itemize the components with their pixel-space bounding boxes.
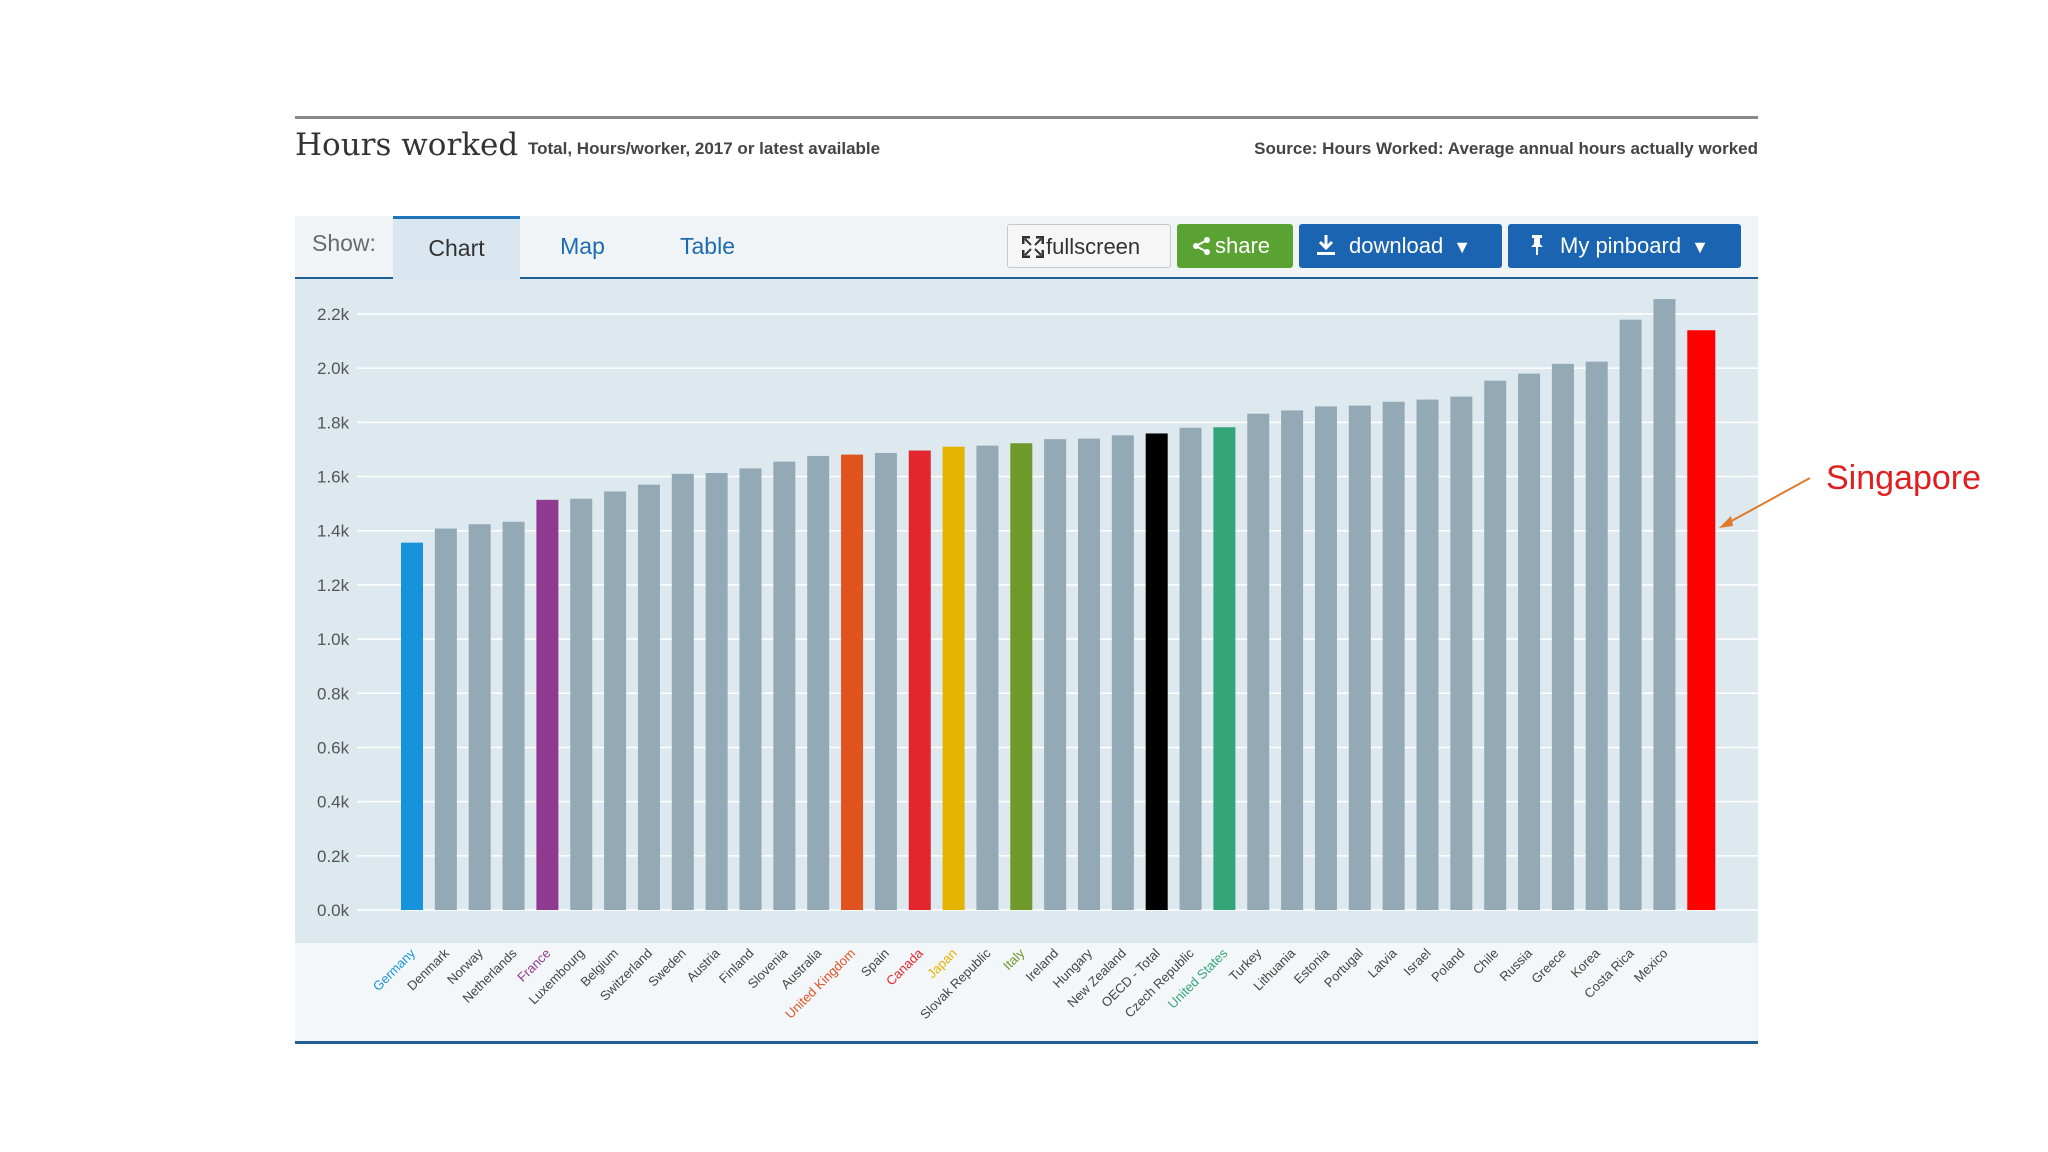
bars [401,299,1716,911]
bar-united-kingdom[interactable] [841,454,864,910]
bar-mexico[interactable] [1653,299,1676,911]
fullscreen-label: fullscreen [1046,234,1141,259]
bar-slovenia[interactable] [773,461,796,910]
download-label: download [1349,233,1444,258]
bar-costa-rica[interactable] [1619,319,1642,910]
pinboard-button[interactable]: My pinboard ▼ [1508,224,1741,268]
bar-finland[interactable] [739,468,762,910]
bar-czech-republic[interactable] [1179,427,1202,910]
share-icon [1191,224,1213,268]
bar-australia[interactable] [807,455,830,910]
bar-belgium[interactable] [604,491,627,910]
bar-united-states[interactable] [1213,427,1236,910]
pinboard-label: My pinboard [1560,233,1682,258]
bar-lithuania[interactable] [1281,410,1304,910]
bar-korea[interactable] [1585,361,1608,910]
y-tick-label: 1.2k [317,576,350,595]
bar-chart: 0.0k 0.2k 0.4k 0.6k 0.8k 1.0k 1.2k 1.4k 1.6k 1.8k… [295,279,1758,1041]
y-tick-label: 1.8k [317,413,350,432]
y-tick-label: 2.2k [317,305,350,324]
top-divider [295,116,1758,119]
tab-map[interactable]: Map [560,233,605,259]
bar-chile[interactable] [1484,380,1507,910]
bar-austria[interactable] [705,473,728,910]
bar-norway[interactable] [468,524,491,910]
y-tick-label: 0.0k [317,901,350,920]
bar-poland[interactable] [1450,396,1473,910]
chart-source: Source: Hours Worked: Average annual hou… [1254,139,1758,158]
bar-singapore[interactable] [1687,330,1716,911]
bar-oecd-total[interactable] [1145,433,1168,910]
expand-icon [1021,225,1045,269]
chart-widget: Hours worked Total, Hours/worker, 2017 o… [295,116,1758,1045]
share-label: share [1215,233,1271,258]
bar-hungary[interactable] [1078,438,1100,910]
bar-portugal[interactable] [1348,405,1371,910]
annotation-label: Singapore [1826,459,1982,497]
bar-new-zealand[interactable] [1111,435,1134,910]
tab-table[interactable]: Table [680,233,735,259]
bar-ireland[interactable] [1044,439,1067,910]
bar-slovak-republic[interactable] [976,445,999,910]
bar-japan[interactable] [942,446,965,910]
y-tick-label: 0.2k [317,847,350,866]
bar-germany[interactable] [401,542,423,910]
show-label: Show: [312,230,376,256]
y-tick-label: 0.4k [317,793,350,812]
chart-toolbar: Show: Chart Map Table fullscreen share [295,216,1758,279]
bar-italy[interactable] [1010,443,1033,910]
chart-subtitle: Total, Hours/worker, 2017 or latest avai… [528,139,881,158]
bar-turkey[interactable] [1247,413,1270,910]
chart-title: Hours worked [295,127,519,163]
bar-estonia[interactable] [1314,406,1337,910]
download-button[interactable]: download ▼ [1299,224,1502,268]
bar-canada[interactable] [908,450,931,910]
fullscreen-button[interactable]: fullscreen [1007,224,1171,268]
y-axis: 0.0k 0.2k 0.4k 0.6k 0.8k 1.0k 1.2k 1.4k 1.6k 1.8k… [317,305,350,920]
caret-down-icon: ▼ [1453,237,1472,257]
bar-denmark[interactable] [434,528,457,910]
label-background [295,943,1758,1041]
y-tick-label: 0.8k [317,684,350,703]
y-tick-label: 1.6k [317,468,350,487]
share-button[interactable]: share [1177,224,1293,268]
bar-luxembourg[interactable] [570,498,593,910]
bar-spain[interactable] [874,452,897,910]
bar-greece[interactable] [1551,363,1574,910]
y-tick-label: 1.4k [317,522,350,541]
bar-france[interactable] [536,499,559,910]
y-tick-label: 2.0k [317,359,350,378]
bar-sweden[interactable] [671,473,694,910]
download-icon [1315,224,1337,268]
bottom-divider [295,1041,1758,1044]
y-tick-label: 0.6k [317,738,350,757]
bar-russia[interactable] [1518,373,1541,911]
caret-down-icon: ▼ [1691,237,1709,257]
bar-israel[interactable] [1416,399,1439,910]
pin-icon [1526,224,1548,268]
bar-switzerland[interactable] [637,484,660,910]
y-tick-label: 1.0k [317,630,350,649]
bar-latvia[interactable] [1382,401,1405,910]
tab-chart[interactable]: Chart [393,216,520,279]
bar-netherlands[interactable] [502,521,525,910]
